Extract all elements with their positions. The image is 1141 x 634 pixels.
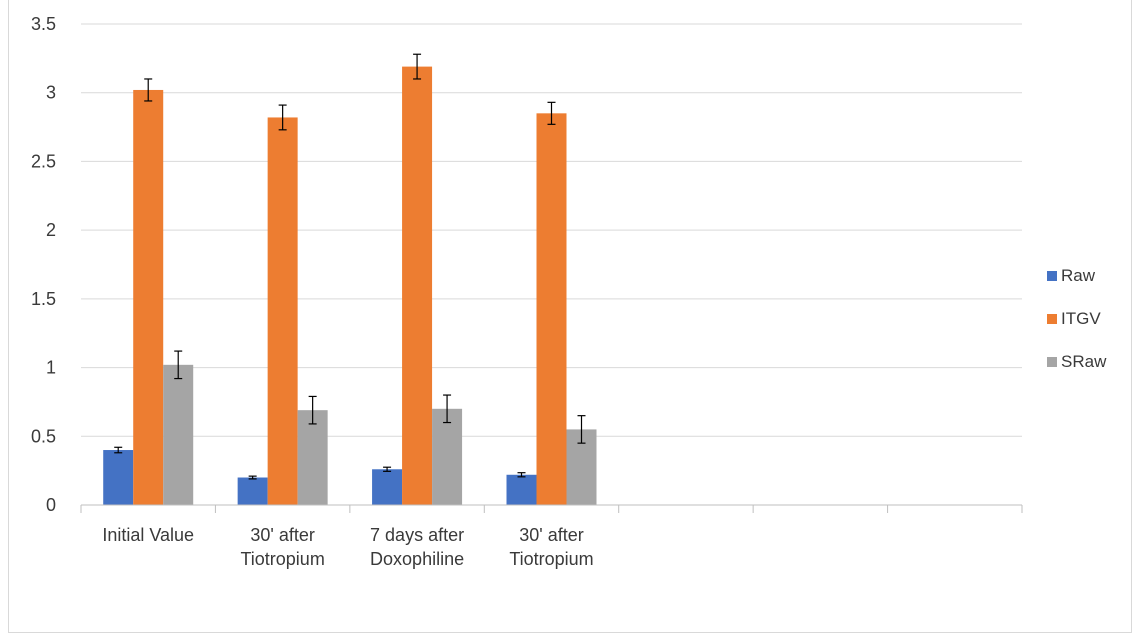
y-tick-label: 1 xyxy=(46,358,56,378)
x-axis-labels: Initial Value 30' after Tiotropium 7 days a… xyxy=(102,525,593,569)
x-tick-label: Initial Value xyxy=(102,525,194,545)
error-bar xyxy=(144,78,153,102)
bar-itgv xyxy=(267,117,298,506)
bar-raw xyxy=(506,474,537,505)
legend-swatch-itgv xyxy=(1047,314,1057,324)
error-bar xyxy=(114,446,123,454)
error-bar xyxy=(413,53,422,80)
bars xyxy=(103,66,597,506)
x-tick-label: 7 days after xyxy=(370,525,464,545)
bar-itgv xyxy=(402,66,433,506)
y-tick-label: 3 xyxy=(46,83,56,103)
chart-frame xyxy=(8,0,1132,633)
error-bar xyxy=(383,466,392,472)
bar-sraw xyxy=(163,364,194,505)
bar-itgv xyxy=(536,113,567,505)
y-tick-label: 0.5 xyxy=(31,426,56,446)
y-tick-label: 3.5 xyxy=(31,14,56,34)
legend-label-raw: Raw xyxy=(1061,266,1096,285)
bar-itgv xyxy=(133,89,164,506)
y-tick-label: 2.5 xyxy=(31,151,56,171)
bar-sraw xyxy=(432,408,463,505)
error-bars xyxy=(114,53,586,480)
bar-raw xyxy=(103,450,134,505)
error-bar xyxy=(577,415,586,444)
error-bar xyxy=(278,104,287,131)
legend-label-sraw: SRaw xyxy=(1061,352,1107,371)
legend-label-itgv: ITGV xyxy=(1061,309,1101,328)
error-bar xyxy=(248,475,257,480)
y-axis-ticks: 0 0.5 1 1.5 2 2.5 3 3.5 xyxy=(31,14,56,515)
y-tick-label: 0 xyxy=(46,495,56,515)
error-bar xyxy=(174,350,183,380)
error-bar xyxy=(547,101,556,125)
error-bar xyxy=(443,394,452,424)
y-tick-label: 2 xyxy=(46,220,56,240)
bar-raw xyxy=(372,469,403,505)
legend: Raw ITGV SRaw xyxy=(1047,266,1107,371)
y-tick-label: 1.5 xyxy=(31,289,56,309)
x-tick-label: Doxophiline xyxy=(370,549,464,569)
bar-raw xyxy=(237,477,268,505)
bar-sraw xyxy=(297,410,328,505)
legend-swatch-sraw xyxy=(1047,357,1057,367)
x-tick-label: Tiotropium xyxy=(509,549,593,569)
x-tick-label: 30' after xyxy=(250,525,314,545)
legend-swatch-raw xyxy=(1047,271,1057,281)
error-bar xyxy=(517,472,526,478)
x-tick-label: Tiotropium xyxy=(240,549,324,569)
error-bar xyxy=(308,395,317,425)
x-axis xyxy=(80,504,1023,513)
x-tick-label: 30' after xyxy=(519,525,583,545)
